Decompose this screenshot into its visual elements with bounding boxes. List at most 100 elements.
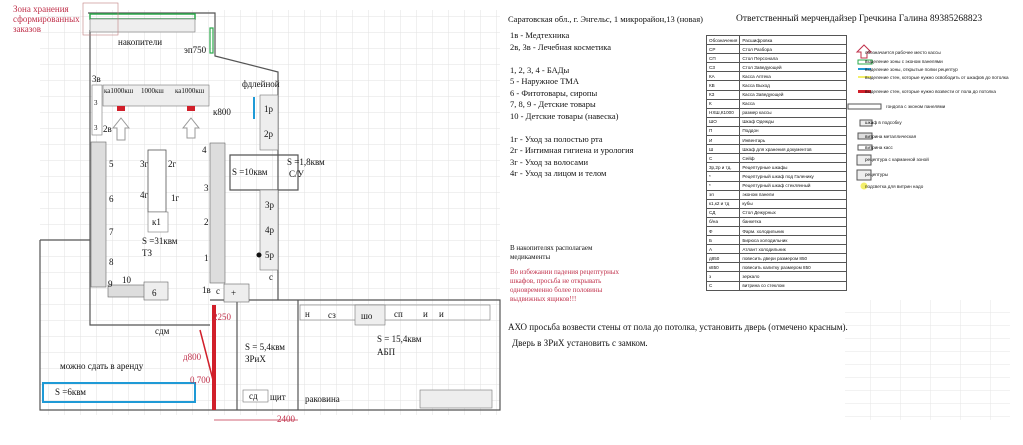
legend-description: Фарм. холодильник [739,225,848,237]
open-shelves-zone [253,97,255,119]
label: с [269,272,273,282]
legend-description: Рецептурный шкаф под Галенику [739,171,848,182]
label: 1г [171,193,180,203]
label: 5р [265,250,274,260]
door-swing [199,329,214,381]
label: 3в [92,74,101,84]
label: 3 [94,124,98,132]
label: + [231,288,237,298]
legend-code: С [705,153,741,164]
responsible-person: Ответственный мерчендайзер Гречкина Гали… [736,14,983,24]
legend-description: Касса Заведующей [739,89,848,100]
area-label: S = 5,4квм [245,342,285,352]
label: 1000кш [141,87,164,95]
legend-code: Обозначения [705,34,741,46]
legend-symbol-label: выделение зоны с эконом панелями [865,59,943,64]
legend-symbol-label: выделение зоны, открытые полки рецептур [865,67,958,72]
zone-item: 10 - Детские товары (навеска) [510,110,619,121]
safe-plus [223,283,250,303]
legend-description: Шкаф для хранения документов [739,144,848,155]
label: 4 [202,145,207,155]
legend-symbol-label: витрина металлическая [865,134,917,139]
legend-description: Сейф [739,153,848,164]
legend-row: КВ Касса Выход [705,80,848,91]
zone-item: 1г - Уход за полостью рта [510,133,603,144]
rent-area [42,382,196,403]
legend-code: КЗ [705,89,741,100]
table-sd [242,389,269,403]
dimension: 2400 [277,414,295,424]
area-label: S =10квм [232,167,268,177]
legend-row: к850 повесить калитку размером 850 [705,262,848,273]
room-label: ТЗ [142,248,153,258]
label: 9 [108,279,113,289]
label: сд [249,391,258,401]
legend-description: Бирюса холодильник [739,235,848,246]
label: 6 [152,288,157,298]
display-10 [107,284,147,298]
zone-item: 1, 2, 3, 4 - БАДы [510,64,570,75]
storage-zone-box [82,2,119,36]
fridge-6 [143,281,169,301]
cash-marker [117,106,125,111]
label: шо [361,311,373,321]
label: 6 [109,194,114,204]
legend-grid [845,300,1010,420]
legend-row: К Касса [705,98,848,109]
legend-row: з зеркало [705,271,848,282]
label: 7 [109,227,114,237]
legend-symbol-label: подсветка для витрин надо [865,184,924,189]
zone-item: 7, 8, 9 - Детские товары [510,99,596,109]
legend-code: д850 [705,253,741,264]
label: сдм [155,326,170,336]
legend-description: Рецептурный шкаф стеклянный [739,180,848,191]
legend-description: кубы [739,198,848,209]
label: к1 [152,217,161,227]
legend-row: КЗ Касса Заведующей [705,89,848,100]
legend-row: 3р,2р и тд. Рецептурные шкафы [705,162,848,173]
legend-row: СЗ Стол Заведующей [705,62,848,73]
gondola-left [90,141,107,288]
zone-item: 4г - Уход за лицом и телом [510,168,607,178]
legend-row: Ш Шкаф для хранения документов [705,144,848,155]
label: 2в [103,124,112,134]
label: 2р [264,129,273,139]
room-label: С/У [289,169,304,179]
rent-label: можно сдать в аренду [60,361,144,371]
legend-code: СР [705,44,741,55]
econom-panel [209,27,214,54]
new-wall-red [212,305,216,410]
legend-row: П Поддон [705,125,848,137]
zone-item: 6 - Фитотовары, сиропы [510,87,598,98]
legend-row: СР Стол Разбора [705,44,848,55]
label: сз [328,310,336,320]
legend-symbol-label: рецептура с карманной зоной [865,157,929,162]
legend-description: витрина со стеклом [739,280,848,291]
label: 3 [204,183,209,193]
warning-note: Во избежании падения рецептурных шкафов,… [510,268,620,303]
legend-description: Стол Дежурных [739,207,848,218]
abp-cabinets [419,389,493,409]
legend-description: повесить двери размером 850 [739,253,848,264]
zone-item: 2в, 3в - Лечебная косметика [510,41,611,52]
legend-description: зеркало [739,271,848,282]
label: 4г [140,190,149,200]
label: 2г [168,159,177,169]
legend-code: П [705,125,741,137]
legend-code: СД [705,207,741,218]
legend-row: эп эконом панели [705,189,848,200]
legend-row: СД Стол Дежурных [705,207,848,218]
dimension: 2250 [213,312,231,322]
prescription-cabinets-bottom [259,189,279,271]
label: н [305,309,310,319]
legend-code: Ф [705,225,741,237]
legend-symbol-label: выделение стен, которые нужно освободить… [865,75,1009,80]
legend-symbol-label: шкаф в подсобку [865,120,902,125]
area-label: S =1,8квм [287,157,325,167]
label: сп [394,309,403,319]
label: 3р [265,200,274,210]
room-label: ЗРиХ [245,354,266,364]
legend-code: * [705,180,741,191]
label: 10 [122,275,131,285]
storage-cabinets [89,18,196,33]
